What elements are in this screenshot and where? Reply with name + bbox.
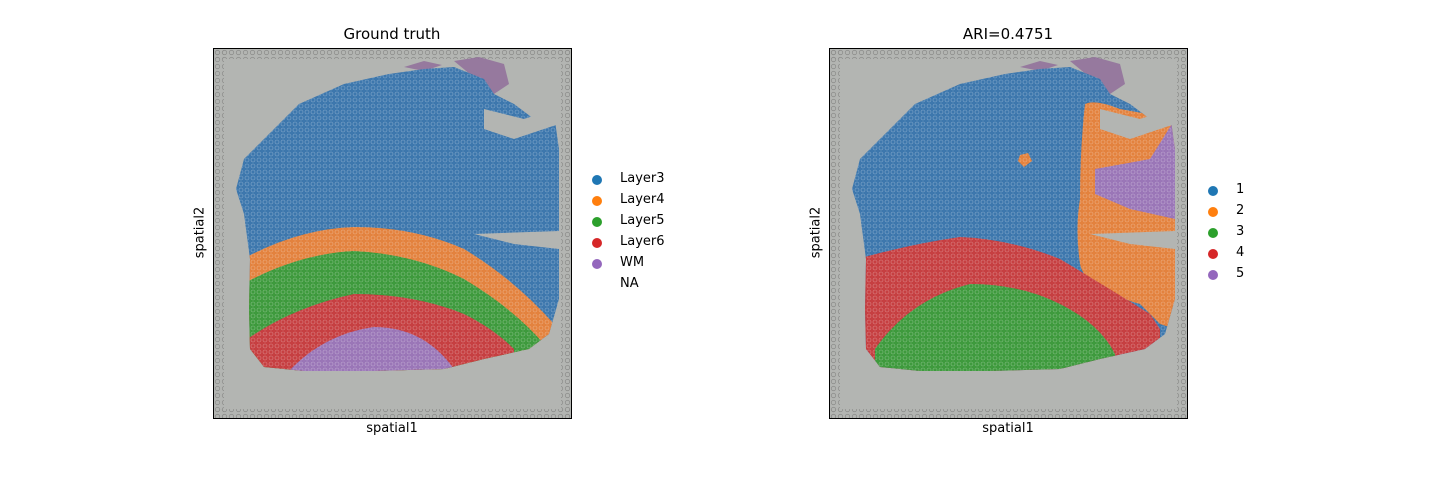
legend-label: 4 (1236, 245, 1245, 260)
legend-label: WM (620, 255, 645, 270)
legend-marker (1208, 270, 1218, 280)
legend-label: NA (620, 276, 639, 291)
legend-marker (592, 238, 602, 248)
legend-label: 3 (1236, 224, 1245, 239)
x-axis-label-ground-truth: spatial1 (366, 421, 418, 436)
chart-title-ground-truth: Ground truth (343, 25, 441, 43)
legend-label: Layer3 (620, 171, 665, 186)
y-axis-label-ground-truth: spatial2 (192, 206, 208, 259)
legend-label: 1 (1236, 182, 1245, 197)
spatial-plot-ari (830, 49, 1187, 418)
spatial-plot-ground-truth (214, 49, 571, 418)
chart-title-ari: ARI=0.4751 (962, 25, 1054, 43)
legend-label: 2 (1236, 203, 1245, 218)
legend-marker (592, 217, 602, 227)
legend-marker (592, 259, 602, 269)
legend-marker (1208, 207, 1218, 217)
legend-marker (1208, 186, 1218, 196)
x-axis-label-ari: spatial1 (982, 421, 1034, 436)
legend-marker (1208, 228, 1218, 238)
plot-area-ground-truth (213, 48, 572, 419)
legend-label: 5 (1236, 266, 1245, 281)
plot-area-ari (829, 48, 1188, 419)
legend-marker (1208, 249, 1218, 259)
legend-label: Layer6 (620, 234, 665, 249)
y-axis-label-ari: spatial2 (808, 206, 824, 259)
legend-marker (592, 280, 602, 290)
legend-marker (592, 196, 602, 206)
legend-marker (592, 175, 602, 185)
legend-label: Layer5 (620, 213, 665, 228)
legend-label: Layer4 (620, 192, 665, 207)
